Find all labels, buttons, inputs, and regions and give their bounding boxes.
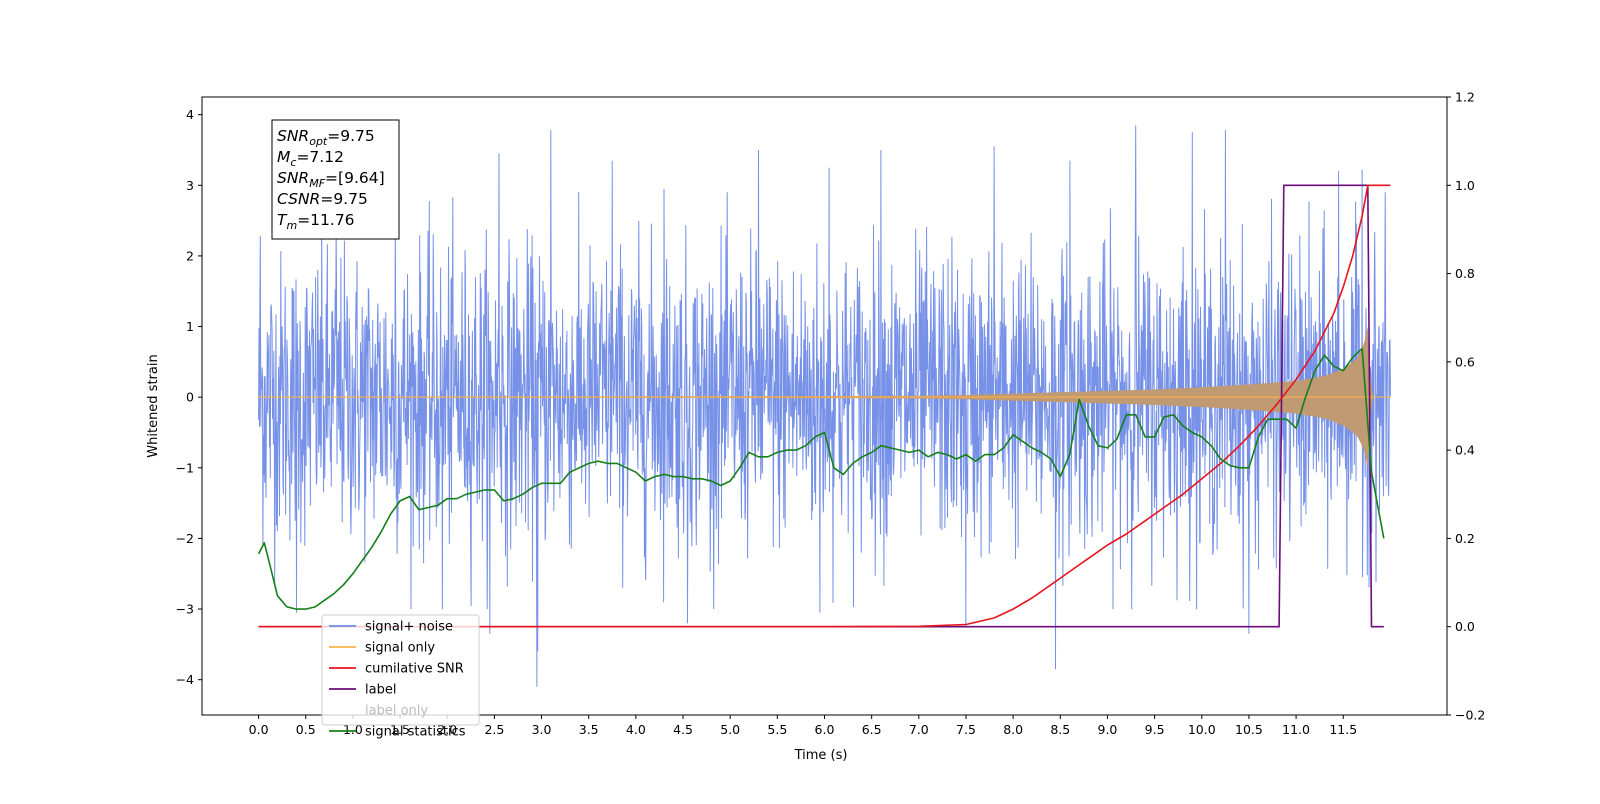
legend-label: cumilative SNR (365, 662, 464, 677)
x-tick-label: 6.0 (815, 722, 835, 737)
x-tick-label: 3.5 (579, 722, 599, 737)
x-tick-label: 11.0 (1282, 722, 1310, 737)
y-tick-label: 2 (186, 248, 194, 263)
legend-label: label only (365, 704, 428, 719)
y2-tick-label: 0.8 (1455, 266, 1475, 281)
y2-tick-label: 0.0 (1455, 619, 1475, 634)
x-tick-label: 10.5 (1235, 722, 1263, 737)
x-tick-label: 7.5 (956, 722, 976, 737)
annotation-frame (271, 119, 400, 240)
x-tick-label: 4.0 (626, 722, 646, 737)
plot-area (257, 125, 1391, 687)
x-tick-label: 7.0 (909, 722, 929, 737)
y-axis-label: Whitened strain (146, 354, 161, 457)
y2-tick-label: 0.6 (1455, 354, 1475, 369)
y-tick-label: −2 (176, 531, 194, 546)
x-tick-label: 9.0 (1098, 722, 1118, 737)
x-axis-label: Time (s) (794, 748, 848, 763)
y2-tick-label: 1.0 (1455, 178, 1475, 193)
x-tick-label: 9.5 (1145, 722, 1165, 737)
legend-label: label (365, 683, 396, 698)
annotation-line: SNRMF=[9.64] (277, 169, 385, 190)
x-tick-label: 1.5 (390, 722, 410, 737)
legend-label: signal statistics (365, 725, 466, 740)
x-tick-label: 2.5 (484, 722, 504, 737)
series-line-cumulative-snr (258, 184, 1391, 628)
x-tick-label: 8.0 (1003, 722, 1023, 737)
annotation-line: SNRopt=9.75 (277, 127, 375, 148)
x-tick-label: 5.5 (767, 722, 787, 737)
annotation-line: Mc=7.12 (277, 148, 344, 169)
legend-label: signal+ noise (365, 620, 453, 635)
x-tick-label: 0.0 (249, 722, 269, 737)
x-tick-label: 8.5 (1050, 722, 1070, 737)
x-tick-label: 6.5 (862, 722, 882, 737)
y2-tick-label: 0.2 (1455, 531, 1475, 546)
y-tick-label: 1 (186, 319, 194, 334)
series-line-label (258, 184, 1384, 628)
x-tick-label: 2.0 (437, 722, 457, 737)
y-tick-label: −3 (176, 602, 194, 617)
y2-tick-label: −0.2 (1455, 708, 1485, 723)
y-tick-label: 3 (186, 178, 194, 193)
y-tick-label: −1 (176, 460, 194, 475)
x-tick-label: 10.0 (1188, 722, 1216, 737)
x-tick-label: 5.0 (720, 722, 740, 737)
x-tick-label: 1.0 (343, 722, 363, 737)
legend: signal+ noise signal only cumilative SNR la… (321, 614, 480, 740)
legend-frame (321, 614, 480, 726)
y2-tick-label: 0.4 (1455, 443, 1475, 458)
legend-label: signal only (365, 641, 435, 656)
y-tick-label: −4 (176, 672, 194, 687)
axes: 0.0 0.5 1.0 1.5 2.0 2.5 3.0 3.5 4.0 4.5 5.0 5.5 6.0 6… (176, 90, 1486, 738)
series-line-signal-statistics (257, 347, 1385, 610)
y-tick-label: 0 (186, 390, 194, 405)
series-line-signal-plus-noise (258, 125, 1391, 687)
annotation-line: CSNR=9.75 (277, 190, 368, 208)
y-tick-label: 4 (186, 107, 194, 122)
x-tick-label: 0.5 (296, 722, 316, 737)
x-tick-label: 11.5 (1329, 722, 1357, 737)
y2-tick-label: 1.2 (1455, 90, 1475, 105)
x-tick-label: 4.5 (673, 722, 693, 737)
x-tick-label: 3.0 (532, 722, 552, 737)
annotation-line: Tm=11.76 (277, 211, 355, 232)
